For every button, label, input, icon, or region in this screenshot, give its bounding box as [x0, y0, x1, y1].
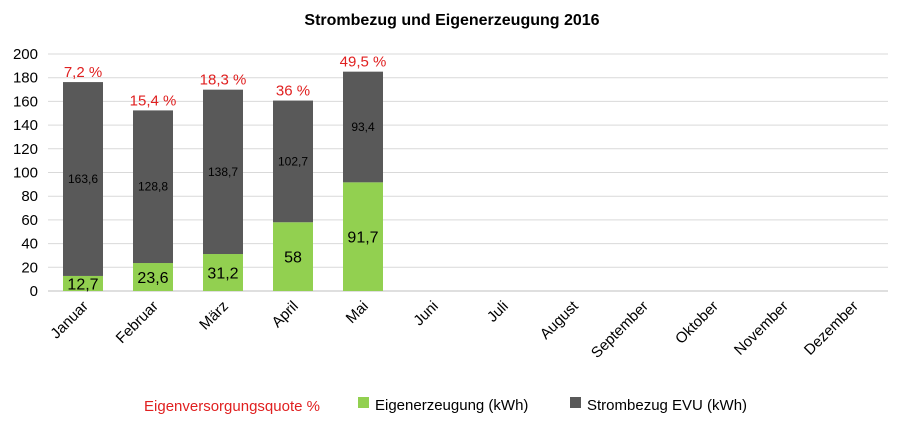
bar-eigenerzeugung — [133, 263, 173, 291]
quota-label: 15,4 % — [130, 92, 177, 109]
data-label-eigenerzeugung: 58 — [284, 250, 302, 267]
y-tick-label: 60 — [21, 212, 38, 229]
quota-label: 36 % — [276, 83, 310, 100]
data-label-strombezug: 138,7 — [208, 165, 238, 179]
data-label-strombezug: 163,6 — [68, 172, 98, 186]
bar-strombezug — [133, 110, 173, 264]
data-label-eigenerzeugung: 31,2 — [207, 266, 238, 283]
bar-eigenerzeugung — [63, 275, 103, 291]
legend: Eigenversorgungsquote % Eigenerzeugung (k… — [144, 397, 747, 415]
y-tick-label: 0 — [30, 283, 38, 300]
x-tick-label: Dezember — [801, 298, 862, 359]
x-tick-label: Januar — [47, 298, 91, 342]
quota-label: 7,2 % — [64, 64, 102, 81]
legend-quote-label: Eigenversorgungsquote % — [144, 398, 320, 415]
x-tick-label: Februar — [113, 298, 162, 347]
y-tick-label: 40 — [21, 236, 38, 253]
y-axis: 0 20 40 60 80 100 120 140 160 180 200 — [13, 46, 38, 300]
y-tick-label: 200 — [13, 46, 38, 63]
x-tick-label: Mai — [343, 298, 372, 327]
quota-label: 49,5 % — [340, 54, 387, 71]
data-label-eigenerzeugung: 91,7 — [347, 230, 378, 247]
bar-eigenerzeugung — [273, 222, 313, 291]
bar-eigenerzeugung — [343, 182, 383, 291]
y-tick-label: 160 — [13, 93, 38, 110]
x-tick-label: Oktober — [672, 298, 722, 348]
legend-swatch-eigenerzeugung — [358, 397, 369, 408]
legend-label-strombezug: Strombezug EVU (kWh) — [587, 397, 747, 414]
x-tick-label: Juli — [484, 298, 512, 326]
quota-label: 18,3 % — [200, 72, 247, 89]
bar-strombezug — [343, 71, 383, 183]
bar-strombezug — [203, 89, 243, 255]
data-label-strombezug: 93,4 — [351, 120, 375, 134]
data-label-strombezug: 128,8 — [138, 180, 168, 194]
x-tick-label: April — [269, 298, 302, 331]
y-tick-label: 80 — [21, 188, 38, 205]
legend-swatch-strombezug — [570, 397, 581, 408]
data-label-eigenerzeugung: 12,7 — [67, 276, 98, 293]
data-label-strombezug: 102,7 — [278, 154, 308, 168]
legend-label-eigenerzeugung: Eigenerzeugung (kWh) — [375, 397, 528, 414]
bar-strombezug — [273, 100, 313, 223]
y-tick-label: 120 — [13, 141, 38, 158]
chart-title: Strombezug und Eigenerzeugung 2016 — [304, 12, 599, 29]
bar-strombezug — [63, 82, 103, 276]
gridlines — [48, 53, 888, 292]
x-tick-label: September — [588, 298, 652, 362]
y-tick-label: 100 — [13, 165, 38, 182]
x-tick-label: November — [731, 298, 792, 359]
y-tick-label: 140 — [13, 117, 38, 134]
x-tick-label: Juni — [410, 298, 441, 329]
x-tick-label: März — [196, 298, 232, 334]
y-tick-label: 20 — [21, 259, 38, 276]
x-axis: Januar Februar März April Mai Juni Juli August S… — [47, 297, 861, 361]
bar-eigenerzeugung — [203, 254, 243, 291]
bars: 12,7 163,6 7,2 % 23,6 128,8 15,4 % 31,2 138,7 18… — [63, 54, 387, 293]
data-label-eigenerzeugung: 23,6 — [137, 270, 168, 287]
x-tick-label: August — [537, 297, 583, 343]
y-tick-label: 180 — [13, 70, 38, 87]
